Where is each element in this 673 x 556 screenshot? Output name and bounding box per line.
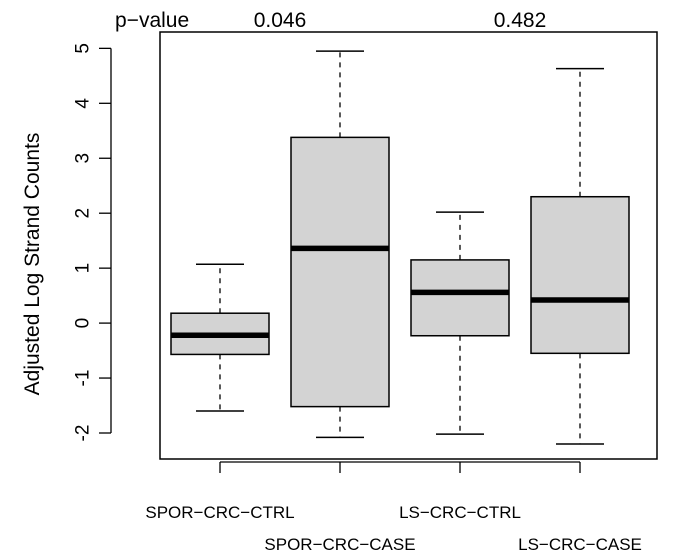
box-iqr — [410, 259, 510, 337]
y-tick-label: 4 — [73, 98, 94, 109]
x-tick-label: LS−CRC−CTRL — [399, 503, 521, 522]
boxes — [170, 50, 630, 445]
box-iqr — [530, 195, 630, 355]
y-axis-label: Adjusted Log Strand Counts — [21, 133, 44, 396]
x-tick-label: LS−CRC−CASE — [518, 535, 642, 554]
box-4 — [530, 67, 630, 445]
box-2 — [290, 50, 390, 439]
plot-frame — [159, 31, 658, 460]
y-tick-label: 5 — [73, 43, 94, 54]
y-tick-label: 3 — [73, 153, 94, 164]
y-tick-label: 0 — [73, 318, 94, 329]
x-tick-label: SPOR−CRC−CTRL — [145, 503, 294, 522]
y-tick-label: 2 — [73, 208, 94, 219]
x-tick-label: SPOR−CRC−CASE — [264, 535, 415, 554]
box-iqr — [290, 136, 390, 408]
x-axis: SPOR−CRC−CTRL SPOR−CRC−CASE LS−CRC−CTRL LS−… — [145, 461, 642, 554]
y-tick-label: 1 — [73, 263, 94, 274]
pvalue-label: p−value — [115, 9, 189, 32]
y-tick-label: -2 — [73, 425, 94, 442]
pvalue-spor: 0.046 — [254, 9, 307, 32]
y-tick-label: -1 — [73, 370, 94, 387]
box-3 — [410, 211, 510, 435]
box-1 — [170, 263, 270, 412]
pvalue-ls: 0.482 — [494, 9, 547, 32]
y-axis: -2 -1 0 1 2 3 4 5 — [73, 43, 112, 442]
